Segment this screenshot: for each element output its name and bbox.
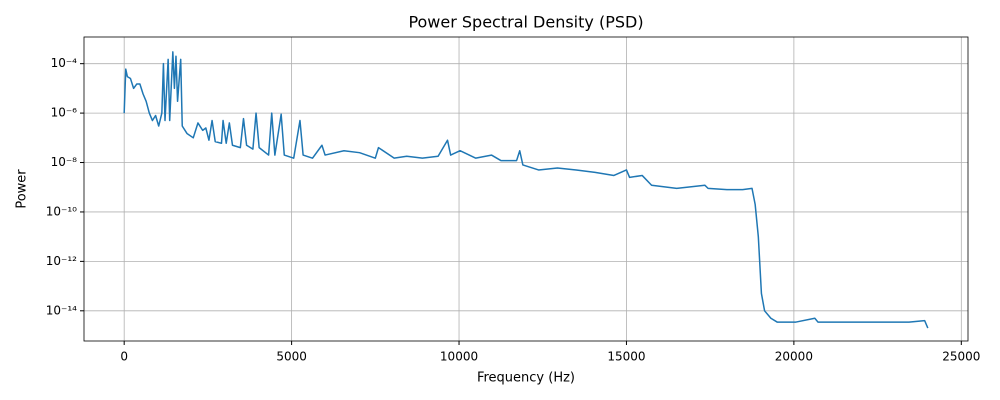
x-tick-label: 20000: [775, 350, 813, 364]
chart-title: Power Spectral Density (PSD): [408, 13, 643, 32]
x-tick-label: 15000: [607, 350, 645, 364]
y-tick-label: 10⁻⁸: [51, 155, 78, 169]
y-tick-label: 10⁻⁶: [51, 106, 78, 120]
y-tick-label: 10⁻¹⁴: [46, 303, 77, 317]
y-axis-label: Power: [15, 169, 30, 209]
line: [123, 51, 929, 329]
plot-frame: [83, 36, 969, 342]
x-axis-label: Frequency (Hz): [477, 371, 575, 386]
y-tick-label: 10⁻⁴: [51, 56, 78, 70]
y-tick-label: 10⁻¹²: [46, 254, 77, 268]
x-tick-label: 10000: [440, 350, 478, 364]
x-tick-label: 25000: [942, 350, 980, 364]
x-tick-label: 5000: [276, 350, 307, 364]
x-tick-label: 0: [120, 350, 128, 364]
y-tick-label: 10⁻¹⁰: [46, 204, 77, 218]
